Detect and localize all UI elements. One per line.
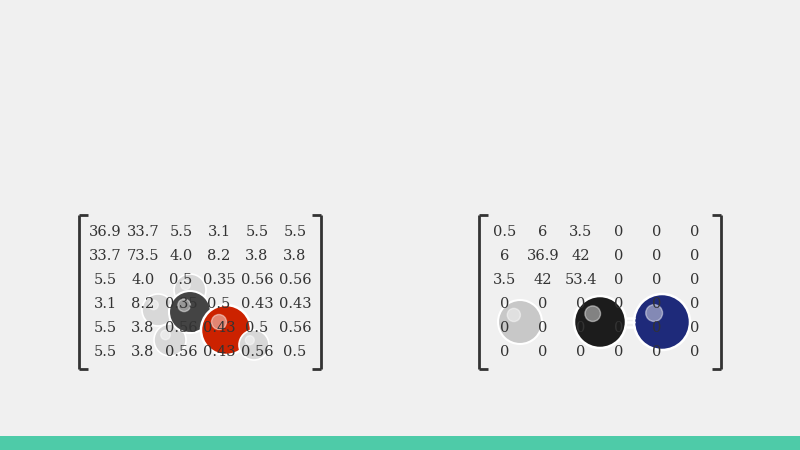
Circle shape: [154, 324, 186, 356]
Circle shape: [149, 300, 158, 310]
Text: 0: 0: [576, 321, 586, 335]
Text: 0: 0: [690, 297, 700, 311]
Circle shape: [201, 305, 251, 355]
Text: 0: 0: [614, 249, 624, 263]
Text: 33.7: 33.7: [89, 249, 122, 263]
Text: 0.43: 0.43: [202, 345, 235, 359]
Text: 0.56: 0.56: [241, 345, 274, 359]
Text: 5.5: 5.5: [94, 345, 117, 359]
Circle shape: [169, 291, 211, 333]
Text: 0: 0: [614, 321, 624, 335]
Text: 3.8: 3.8: [283, 249, 306, 263]
Circle shape: [498, 300, 542, 344]
Text: 5.5: 5.5: [283, 225, 306, 239]
Text: 0.5: 0.5: [246, 321, 269, 335]
Text: 0: 0: [614, 273, 624, 287]
Circle shape: [142, 294, 174, 326]
Text: 3.5: 3.5: [494, 273, 517, 287]
Text: 8.2: 8.2: [131, 297, 154, 311]
Circle shape: [178, 299, 190, 311]
Text: 0: 0: [652, 321, 662, 335]
Text: 53.4: 53.4: [565, 273, 598, 287]
Text: 36.9: 36.9: [89, 225, 122, 239]
Text: 0: 0: [652, 297, 662, 311]
Text: 0.43: 0.43: [202, 321, 235, 335]
Text: 0: 0: [690, 225, 700, 239]
Text: 0: 0: [614, 225, 624, 239]
Circle shape: [239, 330, 269, 360]
Text: 42: 42: [534, 273, 552, 287]
Circle shape: [634, 294, 690, 350]
Text: 0: 0: [538, 321, 548, 335]
Circle shape: [161, 330, 170, 340]
Text: 3.8: 3.8: [246, 249, 269, 263]
Text: 0: 0: [690, 273, 700, 287]
Text: 5.5: 5.5: [94, 321, 117, 335]
Text: 0.56: 0.56: [278, 273, 311, 287]
Circle shape: [181, 280, 190, 290]
Text: 4.0: 4.0: [170, 249, 193, 263]
Bar: [0, 436, 800, 450]
Text: 0: 0: [538, 297, 548, 311]
Text: 3.8: 3.8: [131, 321, 154, 335]
Text: 5.5: 5.5: [94, 273, 117, 287]
Text: 6: 6: [500, 249, 510, 263]
Circle shape: [246, 336, 254, 345]
Text: 0.43: 0.43: [241, 297, 274, 311]
Text: 3.5: 3.5: [570, 225, 593, 239]
Text: 6: 6: [538, 225, 548, 239]
Text: 42: 42: [572, 249, 590, 263]
Text: 0: 0: [500, 345, 510, 359]
Text: 0: 0: [652, 249, 662, 263]
Text: 4.0: 4.0: [131, 273, 154, 287]
Text: 0.5: 0.5: [283, 345, 306, 359]
Text: 0.56: 0.56: [241, 273, 274, 287]
Text: 0.35: 0.35: [165, 297, 198, 311]
Text: 0: 0: [500, 297, 510, 311]
Text: 33.7: 33.7: [126, 225, 159, 239]
Text: 5.5: 5.5: [170, 225, 193, 239]
Text: 0.43: 0.43: [278, 297, 311, 311]
Text: 0: 0: [500, 321, 510, 335]
Circle shape: [585, 306, 601, 321]
Text: 0.56: 0.56: [165, 321, 198, 335]
Text: 0: 0: [690, 321, 700, 335]
Text: 0: 0: [614, 297, 624, 311]
Text: 0.56: 0.56: [165, 345, 198, 359]
Text: 8.2: 8.2: [207, 249, 230, 263]
Text: 0: 0: [576, 297, 586, 311]
Text: 73.5: 73.5: [126, 249, 159, 263]
Text: 0.35: 0.35: [202, 273, 235, 287]
Text: 36.9: 36.9: [526, 249, 559, 263]
Text: 0: 0: [652, 273, 662, 287]
Text: 0.5: 0.5: [494, 225, 517, 239]
Text: 0: 0: [614, 345, 624, 359]
Text: 0: 0: [652, 345, 662, 359]
Text: 5.5: 5.5: [246, 225, 269, 239]
Text: 0.56: 0.56: [278, 321, 311, 335]
Circle shape: [646, 305, 662, 321]
Text: 3.1: 3.1: [207, 225, 230, 239]
Circle shape: [507, 308, 521, 322]
Text: 0: 0: [652, 225, 662, 239]
Text: 0: 0: [576, 345, 586, 359]
Text: 0: 0: [690, 345, 700, 359]
Text: 3.8: 3.8: [131, 345, 154, 359]
Circle shape: [211, 315, 226, 329]
Circle shape: [174, 274, 206, 306]
Text: 0.5: 0.5: [207, 297, 230, 311]
Text: 0: 0: [538, 345, 548, 359]
Text: 0: 0: [690, 249, 700, 263]
Circle shape: [574, 296, 626, 348]
Text: 0.5: 0.5: [170, 273, 193, 287]
Text: 3.1: 3.1: [94, 297, 117, 311]
